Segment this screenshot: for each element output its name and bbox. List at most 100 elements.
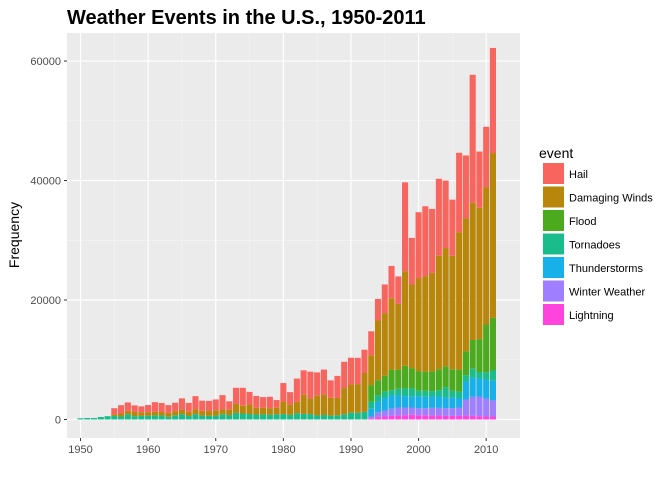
bar-winter-weather-1993 bbox=[368, 416, 375, 419]
bar-tornadoes-1998 bbox=[402, 388, 409, 397]
x-tick-label: 2010 bbox=[474, 444, 498, 456]
bar-flood-1999 bbox=[408, 368, 415, 389]
bar-tornadoes-1980 bbox=[280, 414, 287, 420]
bar-tornadoes-1961 bbox=[151, 415, 158, 420]
bar-damaging-winds-2009 bbox=[476, 207, 483, 340]
bar-tornadoes-1995 bbox=[381, 391, 388, 398]
bar-tornadoes-1996 bbox=[388, 390, 395, 396]
bar-tornadoes-1997 bbox=[395, 388, 402, 395]
bar-damaging-winds-1968 bbox=[199, 410, 206, 416]
y-tick-label: 0 bbox=[55, 414, 61, 426]
bar-hail-1958 bbox=[131, 405, 138, 412]
bar-winter-weather-2002 bbox=[429, 407, 436, 416]
bar-winter-weather-2009 bbox=[476, 396, 483, 417]
bar-winter-weather-2003 bbox=[435, 407, 442, 416]
bar-flood-2009 bbox=[476, 339, 483, 372]
bar-thunderstorms-1996 bbox=[388, 395, 395, 409]
bar-hail-1988 bbox=[334, 375, 341, 398]
bar-damaging-winds-1978 bbox=[266, 408, 273, 415]
bar-tornadoes-1987 bbox=[327, 415, 334, 420]
bar-tornadoes-1970 bbox=[212, 415, 219, 420]
bar-thunderstorms-2011 bbox=[489, 380, 496, 401]
x-tick-label: 1950 bbox=[68, 444, 92, 456]
bar-damaging-winds-1999 bbox=[408, 284, 415, 369]
bar-hail-1992 bbox=[361, 349, 368, 374]
bar-tornadoes-2002 bbox=[429, 391, 436, 397]
bar-winter-weather-1997 bbox=[395, 407, 402, 416]
bar-tornadoes-1971 bbox=[219, 414, 226, 420]
bar-damaging-winds-1994 bbox=[374, 320, 382, 381]
bar-tornadoes-1956 bbox=[118, 416, 125, 420]
bar-tornadoes-2006 bbox=[456, 391, 463, 398]
legend-key-hail bbox=[543, 163, 564, 184]
bar-hail-1980 bbox=[280, 383, 287, 402]
bar-hail-1964 bbox=[172, 402, 179, 412]
bar-winter-weather-1999 bbox=[408, 407, 415, 415]
legend-label: Hail bbox=[569, 169, 588, 181]
bar-flood-2007 bbox=[462, 351, 469, 376]
bar-damaging-winds-1997 bbox=[395, 303, 402, 370]
bar-hail-1995 bbox=[381, 284, 388, 314]
bar-damaging-winds-1991 bbox=[354, 384, 361, 413]
bar-hail-1985 bbox=[314, 372, 321, 396]
bar-lightning-2001 bbox=[422, 415, 429, 420]
bar-lightning-1994 bbox=[374, 417, 382, 420]
bar-hail-1962 bbox=[158, 402, 165, 412]
bar-damaging-winds-1957 bbox=[124, 410, 131, 415]
bar-hail-2006 bbox=[456, 152, 463, 233]
bar-winter-weather-1994 bbox=[374, 412, 382, 418]
bar-winter-weather-2004 bbox=[442, 408, 449, 416]
x-tick-label: 1980 bbox=[271, 444, 295, 456]
bar-tornadoes-1969 bbox=[205, 415, 213, 420]
legend-key-thunderstorms bbox=[543, 257, 564, 278]
y-tick-label: 60000 bbox=[30, 56, 61, 68]
bar-damaging-winds-2005 bbox=[449, 255, 456, 370]
bar-hail-1965 bbox=[178, 398, 185, 410]
bar-tornadoes-2001 bbox=[422, 390, 429, 397]
bar-damaging-winds-1989 bbox=[341, 388, 348, 415]
bar-tornadoes-1973 bbox=[232, 412, 240, 420]
bar-tornadoes-1988 bbox=[334, 415, 341, 420]
x-tick-label: 1970 bbox=[204, 444, 228, 456]
bar-tornadoes-1974 bbox=[239, 413, 246, 420]
bar-tornadoes-1964 bbox=[172, 415, 179, 420]
bar-damaging-winds-1982 bbox=[293, 401, 300, 414]
bar-hail-1970 bbox=[212, 399, 219, 411]
bar-lightning-2000 bbox=[415, 415, 422, 420]
bar-tornadoes-1991 bbox=[354, 412, 361, 420]
legend-key-winter-weather bbox=[543, 280, 564, 302]
bar-damaging-winds-1987 bbox=[327, 397, 334, 416]
bar-tornadoes-1993 bbox=[368, 401, 375, 409]
bars-layer bbox=[77, 47, 496, 420]
bar-lightning-1999 bbox=[408, 414, 415, 420]
bar-hail-1991 bbox=[354, 357, 361, 385]
bar-damaging-winds-1993 bbox=[368, 355, 375, 386]
bar-tornadoes-1957 bbox=[124, 414, 131, 420]
bar-tornadoes-1968 bbox=[199, 415, 206, 420]
bar-lightning-2008 bbox=[469, 415, 476, 420]
x-tick-label: 2000 bbox=[406, 444, 430, 456]
bar-damaging-winds-1998 bbox=[402, 271, 409, 366]
bar-tornadoes-1952 bbox=[91, 418, 98, 420]
bar-damaging-winds-2002 bbox=[429, 272, 436, 372]
bar-hail-1971 bbox=[219, 395, 226, 410]
bar-hail-1975 bbox=[246, 391, 253, 405]
legend-label: Tornadoes bbox=[569, 240, 621, 252]
bar-lightning-2006 bbox=[456, 415, 463, 420]
bar-flood-2004 bbox=[442, 366, 449, 388]
bar-flood-1997 bbox=[395, 369, 402, 389]
bar-damaging-winds-1981 bbox=[287, 404, 294, 415]
bar-tornadoes-2009 bbox=[476, 371, 483, 379]
bar-damaging-winds-1992 bbox=[361, 373, 368, 412]
bar-hail-2007 bbox=[462, 155, 469, 219]
bar-lightning-2010 bbox=[483, 416, 490, 420]
bar-tornadoes-1972 bbox=[226, 415, 233, 420]
bar-hail-1967 bbox=[192, 396, 199, 410]
bar-hail-2009 bbox=[476, 151, 483, 208]
bar-flood-2003 bbox=[435, 369, 442, 391]
bar-flood-2008 bbox=[469, 340, 476, 369]
bar-thunderstorms-2008 bbox=[469, 377, 476, 397]
bar-damaging-winds-2003 bbox=[435, 255, 442, 370]
bar-tornadoes-1977 bbox=[260, 414, 267, 420]
